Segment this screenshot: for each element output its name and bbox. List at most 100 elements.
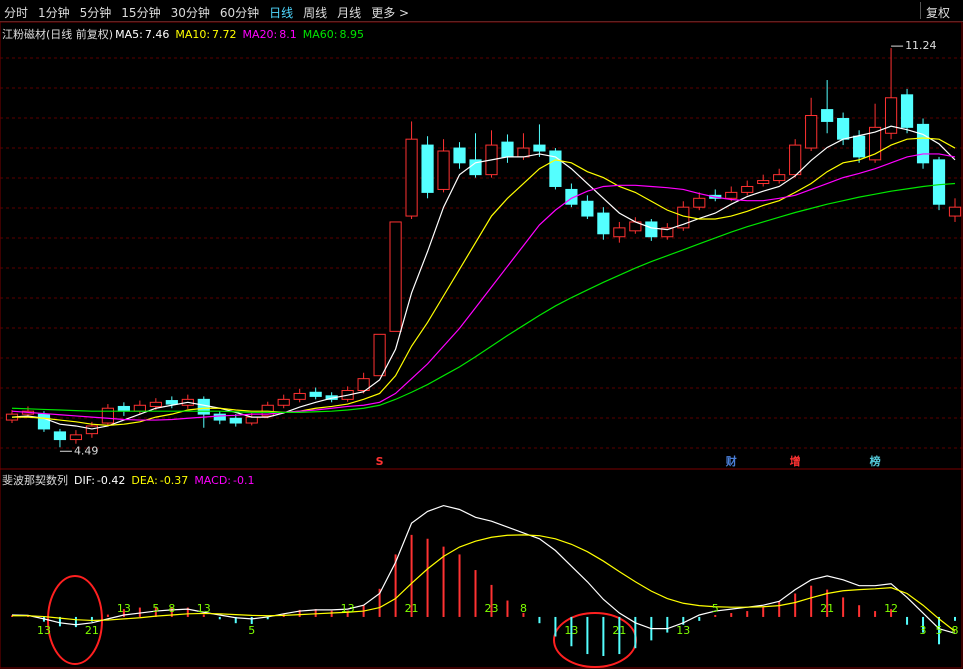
legend-value: -0.42 [96, 474, 126, 487]
candle-body [245, 416, 258, 424]
tab[interactable]: 更多 > [371, 6, 410, 20]
fib-label: 8 [168, 602, 175, 615]
frame [0, 21, 963, 669]
separator [920, 2, 921, 19]
candle-body [661, 227, 674, 238]
candle-body [613, 227, 626, 238]
toolbar: 分时 1分钟 5分钟 15分钟 30分钟 60分钟 日线 周线 月线 更多 > 复权 [0, 0, 963, 22]
candle-body [53, 431, 67, 441]
candle-body [453, 147, 466, 164]
fib-label: 8 [952, 624, 959, 637]
ma-line [11, 153, 956, 421]
candle-body [101, 407, 114, 424]
chart-title: 江粉磁材(日线 前复权) [2, 28, 114, 41]
candle-body [932, 159, 946, 205]
candle-body [805, 115, 818, 149]
event-marker: S [376, 455, 384, 468]
fib-label: 21 [405, 602, 419, 615]
legend-value: -0.1 [233, 474, 255, 487]
candle-body [357, 378, 370, 391]
event-marker: 增 [790, 454, 801, 468]
candle-body [900, 94, 914, 128]
candle-body [533, 144, 546, 152]
fib-label: 13 [676, 624, 690, 637]
fib-label: 13 [197, 602, 211, 615]
fib-label: 5 [248, 624, 255, 637]
candle-body [948, 206, 962, 217]
restore-button[interactable]: 复权 [926, 6, 951, 20]
candle-body [837, 117, 850, 140]
max-label: 11.24 [905, 39, 937, 52]
highlight-circle [553, 612, 637, 668]
price-legend: 江粉磁材(日线 前复权) MA5: 7.46 MA10: 7.72 MA20: 8.1 MA6… [2, 26, 370, 42]
tab[interactable]: 周线 [303, 6, 328, 20]
candle-body [293, 392, 306, 400]
candle-body [821, 109, 834, 122]
candle-body [229, 417, 242, 424]
candle-body [725, 191, 738, 199]
tab[interactable]: 60分钟 [219, 6, 260, 20]
legend-value: 8.95 [339, 28, 364, 41]
tab[interactable]: 日线 [269, 6, 294, 20]
fib-label: 13 [341, 602, 355, 615]
candle-body [309, 391, 322, 397]
candle-body [645, 221, 658, 238]
fib-label: 21 [85, 624, 99, 637]
min-label: 4.49 [74, 444, 99, 457]
tab[interactable]: 5分钟 [79, 6, 112, 20]
candle-body [117, 405, 130, 412]
candle-body [741, 185, 754, 193]
fib-label: 13 [117, 602, 131, 615]
candle-body [69, 434, 83, 441]
tab[interactable]: 15分钟 [121, 6, 161, 20]
legend-value: -0.37 [159, 474, 189, 487]
candle-body [884, 97, 898, 134]
fib-label: 8 [520, 602, 527, 615]
fib-label: 3 [920, 624, 927, 637]
event-marker: 榜 [870, 454, 881, 468]
candle-body [389, 221, 402, 332]
fib-label: 13 [37, 624, 51, 637]
legend-name: MA5: [115, 28, 143, 41]
candle-body [197, 398, 210, 415]
tab[interactable]: 分时 [4, 6, 29, 20]
fib-label: 5 [936, 624, 943, 637]
fib-label: 23 [484, 602, 498, 615]
legend-name: MA10: [175, 28, 211, 41]
ma-line [11, 125, 956, 430]
candle-body [437, 150, 450, 190]
legend-name: MA60: [302, 28, 338, 41]
legend-value: 7.46 [144, 28, 170, 41]
legend-name: MA20: [242, 28, 278, 41]
legend-name: DIF: [74, 474, 95, 487]
candle-body [405, 138, 418, 217]
fib-label: 13 [564, 624, 578, 637]
fib-label: 5 [712, 602, 719, 615]
candle-body [421, 144, 434, 193]
legend-value: 8.1 [279, 28, 297, 41]
candle-body [773, 174, 786, 182]
candle-body [277, 398, 290, 406]
candle-body [916, 123, 930, 164]
legend-name: DEA: [131, 474, 158, 487]
macd-legend: 斐波那契数列 DIF: -0.42 DEA: -0.37 MACD: -0.1 [2, 472, 260, 488]
candle-body [549, 150, 562, 187]
candle-body [597, 212, 610, 235]
macd-line [11, 534, 956, 632]
candle-body [501, 141, 514, 158]
macd-line [11, 504, 956, 634]
candle-body [565, 188, 578, 205]
ma-line [11, 182, 956, 413]
tab[interactable]: 30分钟 [170, 6, 210, 20]
candle-body [37, 413, 51, 430]
candle-body [133, 404, 146, 412]
candle-body [757, 180, 770, 185]
chart-title: 斐波那契数列 [2, 474, 68, 487]
tab[interactable]: 1分钟 [38, 6, 70, 20]
candle-body [373, 333, 386, 377]
fib-label: 21 [820, 602, 834, 615]
candle-body [581, 200, 594, 217]
tab[interactable]: 月线 [337, 6, 362, 20]
